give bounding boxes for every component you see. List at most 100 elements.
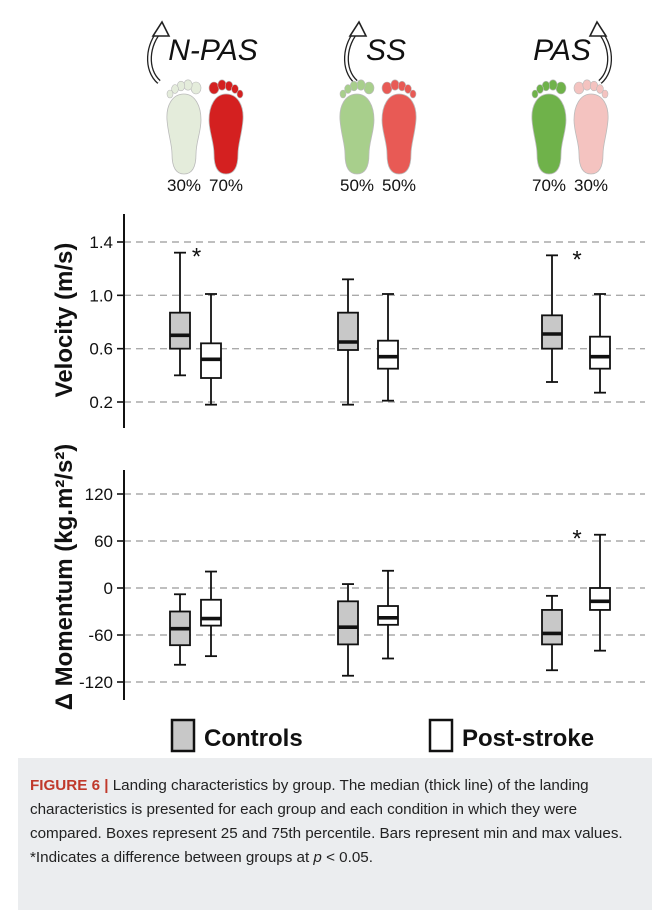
iqr-box: [337, 600, 359, 646]
box-controls-n-pas: [169, 593, 191, 666]
right-toe: [390, 79, 400, 91]
left-toe: [166, 89, 174, 99]
right-foot-shape: [573, 93, 609, 175]
condition-n-pas: N-PAS 30% 70%: [146, 20, 258, 195]
left-percent: 50%: [340, 176, 374, 195]
left-foot-icon: [531, 79, 567, 175]
left-toe: [363, 81, 375, 95]
left-foot-shape: [166, 93, 202, 175]
right-toe: [217, 79, 227, 91]
right-toe: [573, 81, 585, 95]
caption-figure-label: FIGURE 6 |: [30, 777, 109, 794]
y-tick-label: -120: [79, 673, 113, 692]
left-toe: [555, 81, 567, 95]
right-toe: [404, 84, 412, 94]
significance-star: *: [192, 244, 201, 271]
box-poststroke-pas: [589, 533, 611, 652]
y-tick-label: -60: [88, 626, 113, 645]
arrowhead-icon: [348, 20, 368, 37]
box-controls-n-pas: [169, 251, 191, 377]
legend: Controls Post-stroke: [170, 718, 594, 753]
y-axis-label: Δ Momentum (kg.m²/s²): [51, 444, 78, 711]
left-toe: [171, 84, 179, 94]
legend-poststroke-label: Post-stroke: [462, 725, 594, 752]
condition-ss: SS 50% 50%: [339, 20, 417, 195]
figure-canvas: N-PAS 30% 70% SS 50% 50% PAS 70% 30% 1.4 1.0 0.6 0.…: [51, 20, 645, 753]
right-toe: [381, 81, 393, 95]
box-poststroke-n-pas: [200, 570, 222, 658]
condition-label: N-PAS: [168, 34, 257, 67]
left-toe: [344, 84, 352, 94]
box-controls-ss: [337, 583, 359, 677]
caption-box: FIGURE 6 | Landing characteristics by gr…: [18, 758, 652, 910]
left-toe: [339, 89, 347, 99]
left-foot-shape: [531, 93, 567, 175]
legend-poststroke-swatch: [428, 718, 454, 753]
right-toe: [582, 79, 592, 91]
left-foot-shape: [339, 93, 375, 175]
box-poststroke-ss: [377, 569, 399, 660]
caption-text: Landing characteristics by group. The me…: [30, 777, 623, 866]
right-foot-icon: [208, 79, 244, 175]
right-toe: [596, 84, 604, 94]
condition-pas: PAS 70% 30%: [531, 20, 613, 195]
left-percent: 70%: [532, 176, 566, 195]
y-tick-label: 0.6: [89, 340, 113, 359]
right-foot-shape: [208, 93, 244, 175]
right-toe: [231, 84, 239, 94]
box-controls-ss: [337, 278, 359, 406]
velocity-panel: 1.4 1.0 0.6 0.2 Velocity (m/s) * *: [51, 214, 645, 428]
condition-label: PAS: [533, 34, 591, 67]
left-toe: [190, 81, 202, 95]
legend-controls-label: Controls: [204, 725, 303, 752]
iqr-box: [541, 609, 563, 646]
conditions-header: N-PAS 30% 70% SS 50% 50% PAS 70% 30%: [146, 20, 613, 195]
y-tick-label: 1.0: [89, 286, 113, 305]
right-foot-shape: [381, 93, 417, 175]
iqr-box: [377, 339, 399, 370]
iqr-box: [541, 314, 563, 350]
condition-label: SS: [366, 34, 406, 67]
left-foot-icon: [339, 79, 375, 175]
figure-caption: FIGURE 6 | Landing characteristics by gr…: [30, 774, 640, 870]
iqr-box: [200, 598, 222, 627]
right-foot-icon: [381, 79, 417, 175]
right-percent: 30%: [574, 176, 608, 195]
legend-controls-swatch: [170, 718, 196, 753]
right-percent: 50%: [382, 176, 416, 195]
left-toe: [356, 79, 366, 91]
y-tick-label: 120: [85, 485, 113, 504]
left-toe: [536, 84, 544, 94]
right-foot-icon: [573, 79, 609, 175]
caption-p-symbol: p: [313, 849, 322, 866]
iqr-box: [337, 311, 359, 351]
arrowhead-icon: [151, 20, 171, 37]
arrowhead-icon: [588, 20, 608, 37]
significance-star: *: [572, 246, 581, 273]
box-controls-pas: [541, 594, 563, 672]
box-poststroke-n-pas: [200, 293, 222, 406]
y-tick-label: 60: [94, 532, 113, 551]
left-toe: [548, 79, 558, 91]
right-toe: [208, 81, 220, 95]
right-toe: [236, 89, 244, 99]
left-foot-icon: [166, 79, 202, 175]
iqr-box: [169, 311, 191, 350]
left-toe: [183, 79, 193, 91]
left-toe: [531, 89, 539, 99]
y-axis-label: Velocity (m/s): [51, 243, 78, 398]
y-tick-label: 0.2: [89, 393, 113, 412]
right-toe: [601, 89, 609, 99]
caption-p-value: < 0.05.: [321, 849, 373, 866]
left-percent: 30%: [167, 176, 201, 195]
iqr-box: [377, 605, 399, 626]
y-tick-label: 0: [104, 579, 113, 598]
significance-star: *: [572, 526, 581, 553]
iqr-box: [589, 587, 611, 611]
y-tick-label: 1.4: [89, 233, 113, 252]
box-controls-pas: [541, 254, 563, 383]
box-poststroke-ss: [377, 293, 399, 402]
iqr-box: [589, 335, 611, 370]
right-toe: [409, 89, 417, 99]
